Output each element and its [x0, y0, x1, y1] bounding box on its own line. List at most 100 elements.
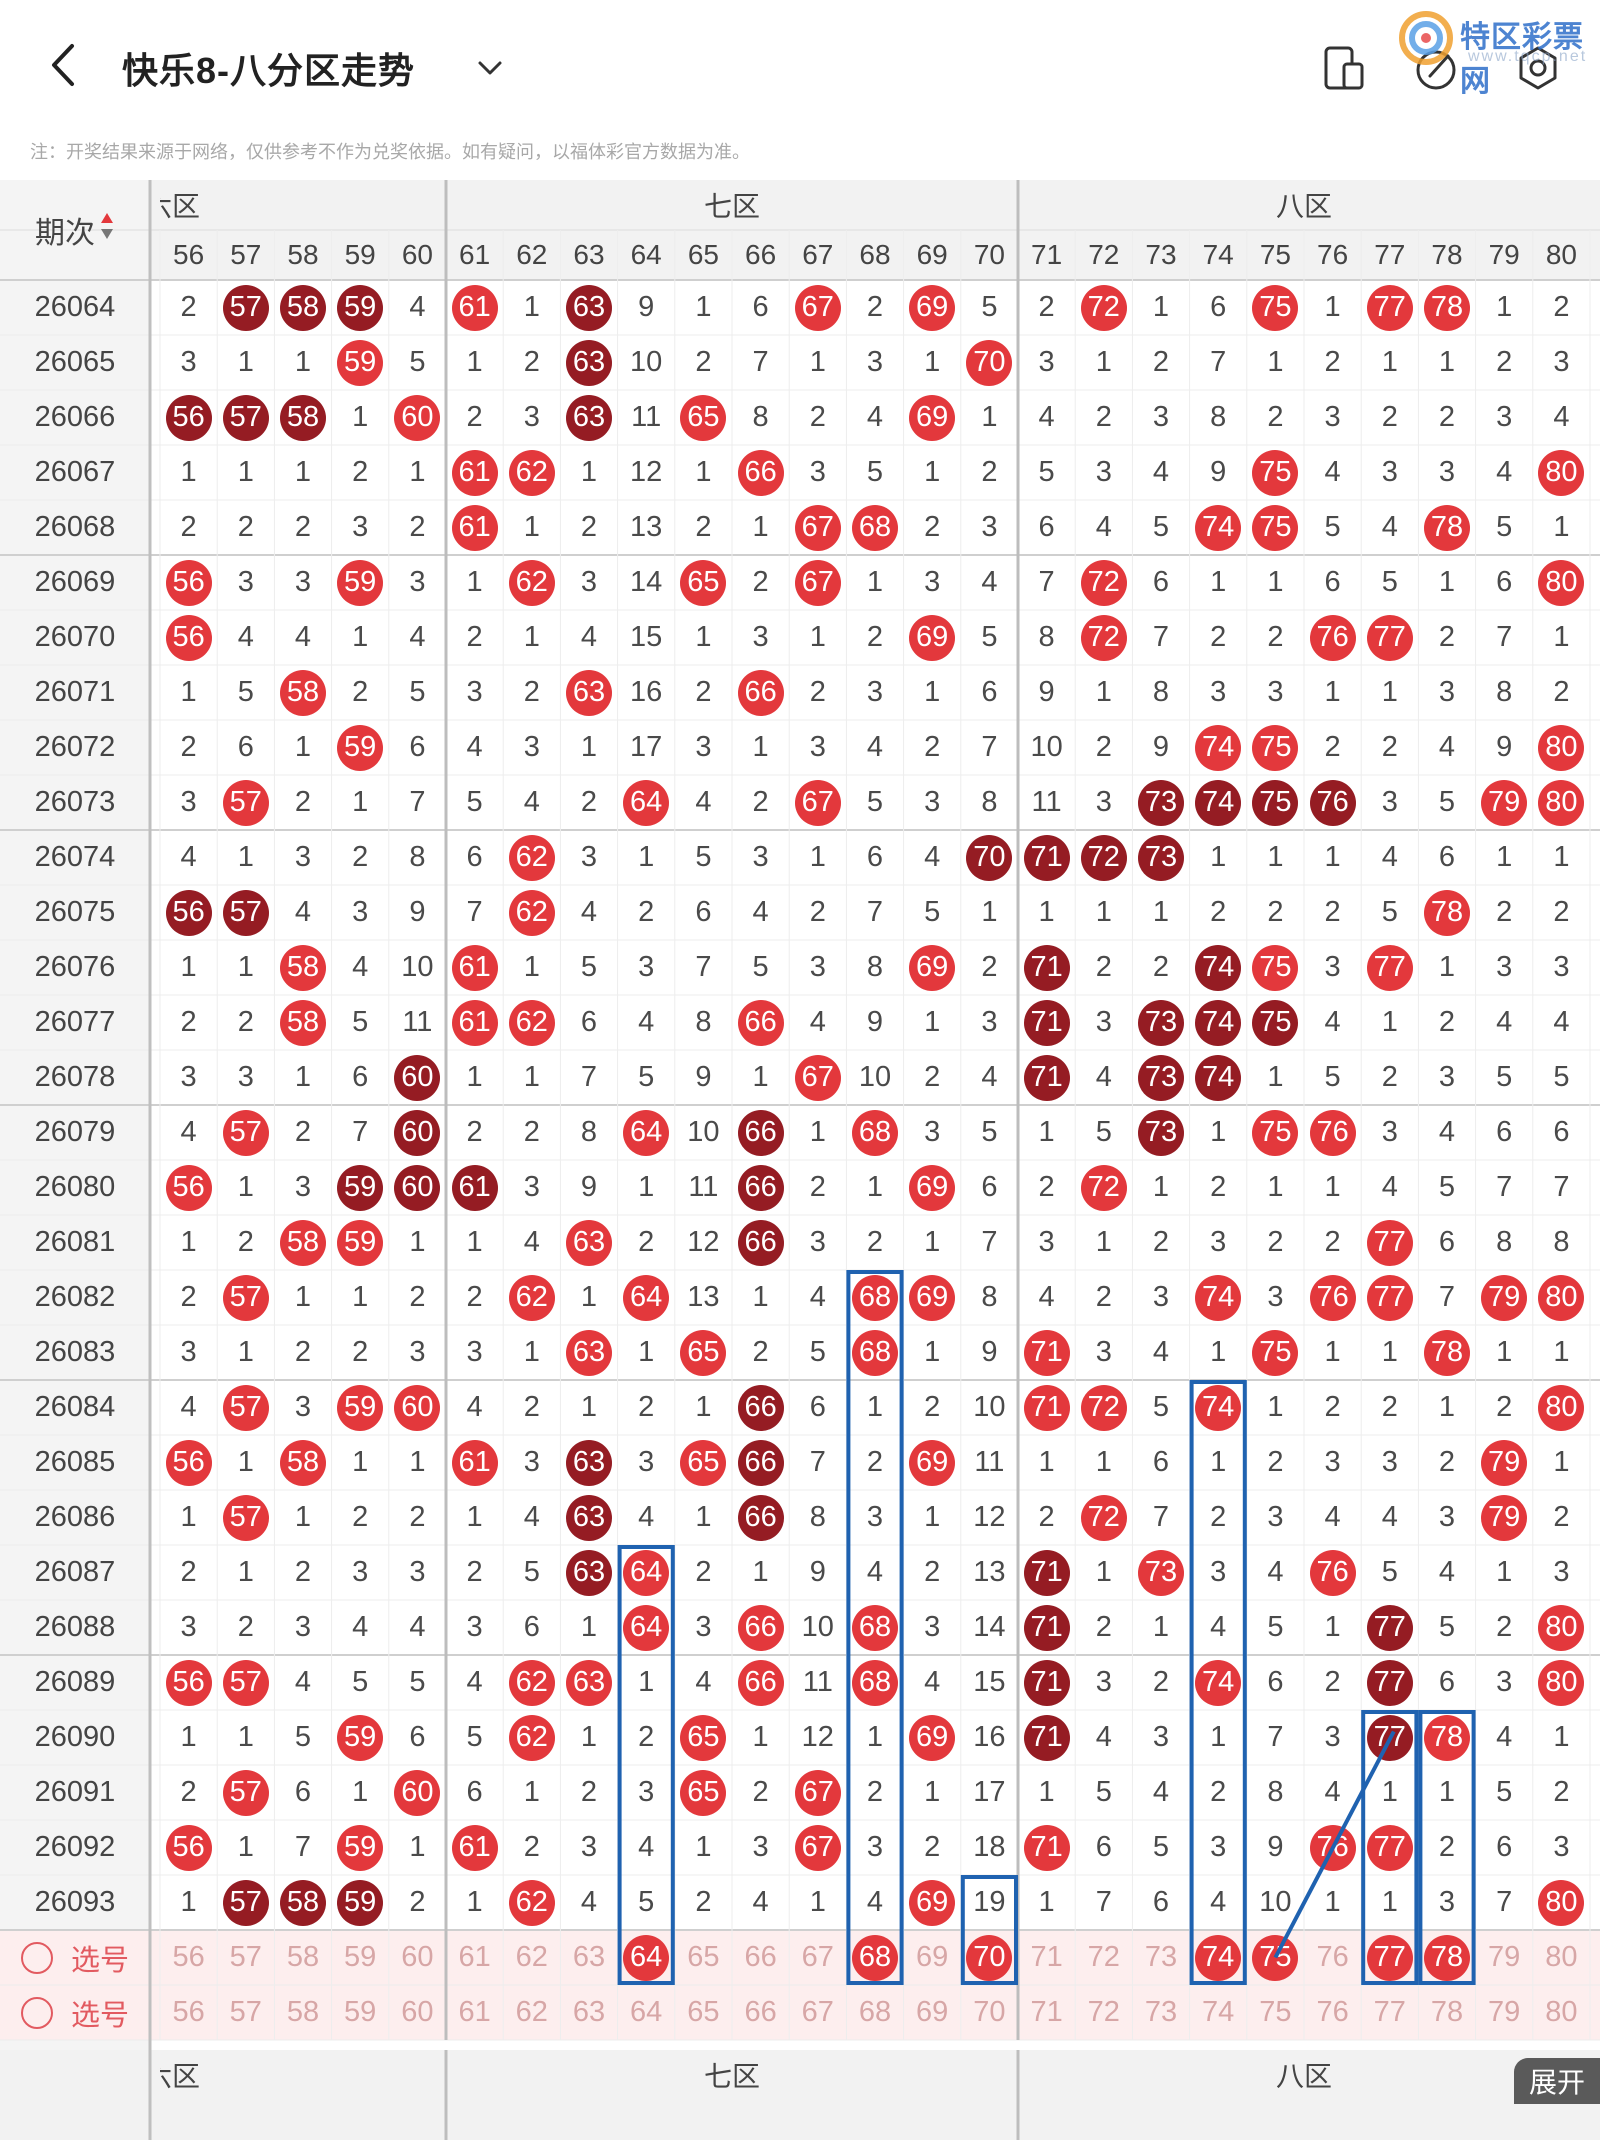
trend-cell: 68	[846, 1325, 903, 1380]
trend-cell: 1	[352, 1446, 369, 1478]
select-number-cell[interactable]: 78	[1418, 1930, 1475, 1985]
trend-cell: 2	[981, 456, 998, 488]
selected-number-ball[interactable]: 77	[1366, 1934, 1413, 1981]
select-number-cell[interactable]: 77	[1373, 1996, 1406, 2028]
column-number: 69	[916, 239, 948, 270]
select-number-row-label[interactable]: 选号	[0, 1930, 150, 1985]
drawn-number-ball: 58	[279, 394, 326, 441]
select-number-cell[interactable]: 61	[458, 1941, 491, 1973]
tablet-phone-button[interactable]	[1314, 38, 1374, 98]
select-number-cell[interactable]: 79	[1488, 1996, 1521, 2028]
drawn-number-ball: 74	[1195, 1054, 1242, 1101]
select-number-cell[interactable]: 74	[1202, 1996, 1235, 2028]
select-number-cell[interactable]: 57	[229, 1941, 262, 1973]
select-number-cell[interactable]: 67	[801, 1996, 834, 2028]
title-dropdown-button[interactable]	[472, 50, 508, 86]
select-number-cell[interactable]: 77	[1361, 1930, 1418, 1985]
select-number-row-label[interactable]: 选号	[0, 1985, 150, 2040]
settings-button[interactable]	[1508, 38, 1568, 98]
select-number-cell[interactable]: 76	[1316, 1996, 1349, 2028]
select-number-cell[interactable]: 66	[744, 1941, 777, 1973]
trend-cell: 1	[1438, 951, 1456, 983]
trend-cell: 72	[1075, 1490, 1132, 1545]
select-number-cell[interactable]: 80	[1545, 1941, 1578, 1973]
select-number-cell[interactable]: 60	[401, 1941, 434, 1973]
selected-number-ball[interactable]: 64	[623, 1934, 670, 1981]
select-number-cell[interactable]: 56	[172, 1996, 205, 2028]
select-number-cell[interactable]: 57	[229, 1996, 262, 2028]
trend-cell: 1	[1553, 1721, 1570, 1753]
trend-cell: 67	[789, 1820, 846, 1875]
select-number-cell[interactable]: 78	[1430, 1996, 1464, 2028]
trend-cell: 1	[580, 1721, 598, 1753]
select-number-cell[interactable]: 79	[1488, 1941, 1521, 1973]
selected-number-ball[interactable]: 68	[851, 1934, 898, 1981]
select-number-cell[interactable]: 75	[1247, 1930, 1304, 1985]
drawn-number-ball: 76	[1309, 1274, 1356, 1321]
select-number-cell[interactable]: 70	[973, 1996, 1006, 2028]
expand-button[interactable]: 展开	[1514, 2058, 1600, 2104]
select-number-cell[interactable]: 70	[961, 1930, 1018, 1985]
select-number-cell[interactable]: 73	[1144, 1941, 1178, 1973]
select-number-cell[interactable]: 58	[286, 1996, 320, 2028]
trend-cell: 9	[1210, 456, 1227, 488]
pen-icon	[1416, 50, 1456, 90]
select-number-cell[interactable]: 65	[687, 1996, 720, 2028]
select-number-cell[interactable]: 60	[401, 1996, 434, 2028]
select-number-cell[interactable]: 58	[286, 1941, 320, 1973]
drawn-number-ball: 70	[966, 339, 1013, 386]
select-number-cell[interactable]: 72	[1087, 1996, 1120, 2028]
trend-cell: 3	[1324, 1446, 1341, 1478]
trend-cell: 1	[924, 1336, 941, 1368]
select-number-cell[interactable]: 66	[744, 1996, 777, 2028]
select-number-cell[interactable]: 68	[846, 1930, 903, 1985]
selected-number-ball[interactable]: 78	[1423, 1934, 1470, 1981]
trend-cell: 1	[1038, 1116, 1055, 1148]
trend-cell: 4	[352, 951, 369, 983]
select-number-cell[interactable]: 71	[1030, 1996, 1063, 2028]
select-number-cell[interactable]: 64	[618, 1930, 675, 1985]
select-number-cell[interactable]: 68	[858, 1996, 892, 2028]
drawn-number-ball: 80	[1538, 779, 1585, 826]
select-number-cell[interactable]: 74	[1190, 1930, 1247, 1985]
selected-number-ball[interactable]: 70	[966, 1934, 1013, 1981]
trend-cell: 1	[180, 1721, 197, 1753]
column-number: 64	[630, 239, 662, 270]
select-number-cell[interactable]: 71	[1030, 1941, 1063, 1973]
select-number-cell[interactable]: 76	[1316, 1941, 1349, 1973]
drawn-number-ball: 62	[508, 889, 555, 936]
selected-number-ball[interactable]: 74	[1195, 1934, 1242, 1981]
back-button[interactable]	[42, 40, 86, 90]
select-number-cell[interactable]: 62	[515, 1941, 548, 1973]
select-number-cell[interactable]: 72	[1087, 1941, 1120, 1973]
pen-button[interactable]	[1406, 38, 1466, 98]
select-number-cell[interactable]: 62	[515, 1996, 548, 2028]
selected-number-ball[interactable]: 75	[1252, 1934, 1299, 1981]
select-radio-icon[interactable]	[20, 1996, 53, 2029]
select-number-cell[interactable]: 56	[172, 1941, 205, 1973]
select-number-cell[interactable]: 75	[1259, 1996, 1292, 2028]
trend-cell: 1	[752, 1061, 769, 1093]
drawn-number-ball: 67	[794, 559, 841, 606]
select-number-cell[interactable]: 63	[572, 1941, 606, 1973]
select-number-cell[interactable]: 59	[344, 1941, 377, 1973]
trend-cell: 80	[1533, 775, 1590, 830]
select-number-cell[interactable]: 64	[630, 1996, 663, 2028]
trend-cell: 64	[618, 775, 675, 830]
trend-cell: 66	[732, 1215, 789, 1270]
trend-cell: 1	[466, 1226, 483, 1258]
select-number-cell[interactable]: 65	[687, 1941, 720, 1973]
select-number-cell[interactable]: 67	[801, 1941, 834, 1973]
trend-cell: 5	[752, 951, 769, 983]
select-number-cell[interactable]: 73	[1144, 1996, 1178, 2028]
column-number: 59	[344, 239, 376, 270]
select-number-cell[interactable]: 61	[458, 1996, 491, 2028]
select-radio-icon[interactable]	[20, 1941, 53, 1974]
trend-cell: 1	[523, 511, 540, 543]
select-number-cell[interactable]: 63	[572, 1996, 606, 2028]
select-number-cell[interactable]: 59	[344, 1996, 377, 2028]
issue-header[interactable]: 期次	[0, 180, 150, 280]
select-number-cell[interactable]: 80	[1545, 1996, 1578, 2028]
select-number-cell[interactable]: 69	[916, 1996, 949, 2028]
select-number-cell[interactable]: 69	[916, 1941, 949, 1973]
